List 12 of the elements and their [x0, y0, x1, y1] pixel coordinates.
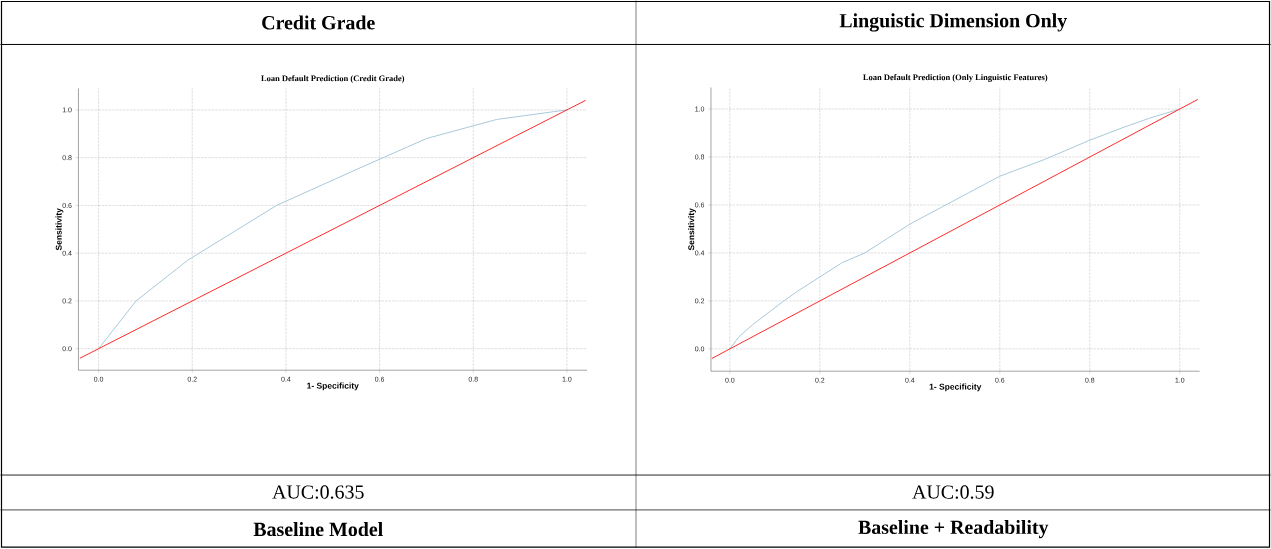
- x-axis-title: 1- Specificity: [929, 383, 982, 392]
- text: Baseline Model: [253, 522, 383, 537]
- text: Baseline + Readability: [858, 520, 1049, 539]
- x-axis-title: 1- Specificity: [307, 382, 359, 391]
- chart-title: Loan Default Prediction (Credit Grade): [261, 75, 405, 84]
- y-axis-title: Sensitivity: [688, 208, 696, 251]
- text: Credit Grade: [262, 15, 375, 30]
- y-axis-title: Sensitivity: [55, 208, 64, 251]
- chart-title: Loan Default Prediction (Only Linguistic Features): [863, 74, 1048, 83]
- text: Linguistic Dimension Only: [839, 13, 1067, 32]
- text: AUC:0.59: [912, 485, 994, 500]
- text: AUC:0.635: [272, 485, 364, 500]
